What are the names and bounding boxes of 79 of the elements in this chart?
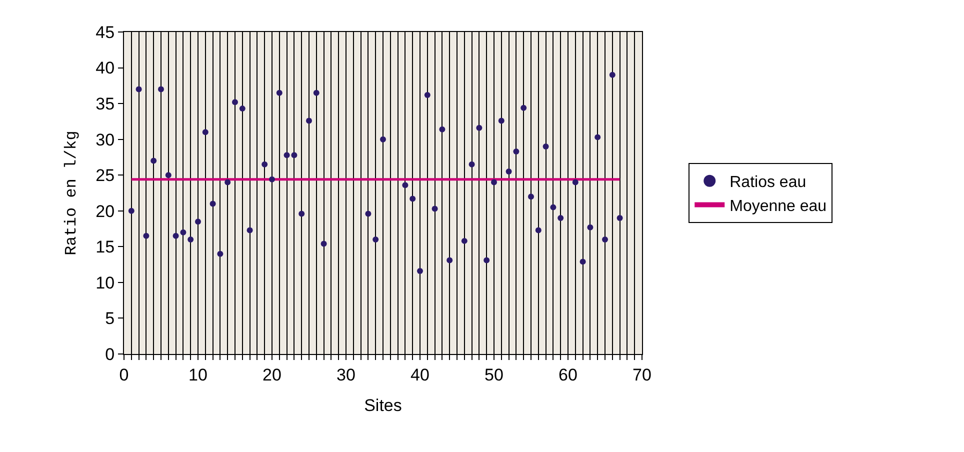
- point: [380, 136, 386, 142]
- point: [446, 257, 453, 264]
- y-tick-label: 5: [105, 309, 115, 328]
- point: [313, 90, 320, 96]
- point: [498, 118, 504, 124]
- x-tick-label: 40: [410, 365, 430, 384]
- point: [284, 152, 290, 158]
- y-tick-label: 40: [96, 58, 115, 78]
- y-tick-label: 35: [96, 94, 115, 114]
- point: [424, 92, 430, 98]
- point: [365, 210, 372, 217]
- x-axis-title: Sites: [364, 396, 402, 415]
- point: [558, 215, 564, 222]
- point: [535, 227, 542, 234]
- x-tick-label: 10: [188, 365, 208, 384]
- point: [616, 215, 623, 222]
- point: [520, 104, 527, 111]
- y-tick-label: 30: [96, 130, 115, 150]
- point: [188, 236, 194, 243]
- y-tick-label: 20: [96, 202, 115, 221]
- point: [172, 232, 179, 239]
- y-tick-label: 0: [105, 344, 115, 364]
- point: [491, 179, 497, 186]
- x-tick-label: 50: [484, 365, 504, 384]
- point: [432, 206, 438, 212]
- point: [602, 236, 608, 243]
- point: [572, 179, 578, 186]
- point: [158, 86, 164, 92]
- legend-label: Ratios eau: [730, 174, 806, 192]
- point: [239, 106, 246, 112]
- point: [269, 176, 275, 182]
- y-axis-title: Ratio en l/kg: [62, 130, 81, 256]
- x-tick-label: 20: [262, 365, 282, 384]
- point: [506, 168, 512, 175]
- point: [372, 236, 379, 243]
- point: [587, 224, 594, 230]
- point: [528, 194, 534, 200]
- point: [468, 161, 475, 168]
- point: [291, 152, 298, 158]
- point: [550, 204, 556, 210]
- point: [165, 172, 172, 178]
- x-tick-label: 0: [119, 365, 129, 384]
- x-tick-label: 60: [558, 365, 578, 384]
- y-tick-label: 45: [96, 22, 115, 42]
- y-tick-label: 10: [96, 273, 115, 292]
- point: [276, 90, 282, 96]
- point: [461, 238, 468, 244]
- x-tick-label: 70: [632, 365, 652, 384]
- point: [513, 148, 520, 154]
- point: [195, 218, 201, 225]
- point: [202, 129, 208, 136]
- point: [232, 99, 238, 106]
- point: [262, 161, 268, 168]
- point: [136, 86, 142, 92]
- point: [150, 158, 157, 164]
- point: [476, 124, 482, 131]
- point: [298, 210, 305, 217]
- y-tick-label: 25: [96, 166, 115, 186]
- point: [542, 143, 549, 150]
- point: [594, 134, 601, 140]
- point: [180, 229, 186, 236]
- point: [143, 232, 150, 239]
- point: [306, 118, 312, 124]
- legend-label: Moyenne eau: [730, 198, 827, 215]
- x-tick-label: 30: [336, 365, 356, 384]
- point: [439, 126, 446, 132]
- point: [580, 258, 586, 265]
- point: [128, 208, 134, 214]
- point: [224, 179, 231, 186]
- point: [320, 240, 327, 247]
- point: [417, 268, 423, 274]
- point: [484, 257, 490, 264]
- point: [402, 182, 408, 188]
- point: [210, 200, 216, 207]
- point: [609, 72, 616, 78]
- point: [410, 196, 416, 202]
- y-tick-label: 15: [96, 238, 115, 257]
- point: [246, 227, 253, 234]
- point: [217, 250, 224, 257]
